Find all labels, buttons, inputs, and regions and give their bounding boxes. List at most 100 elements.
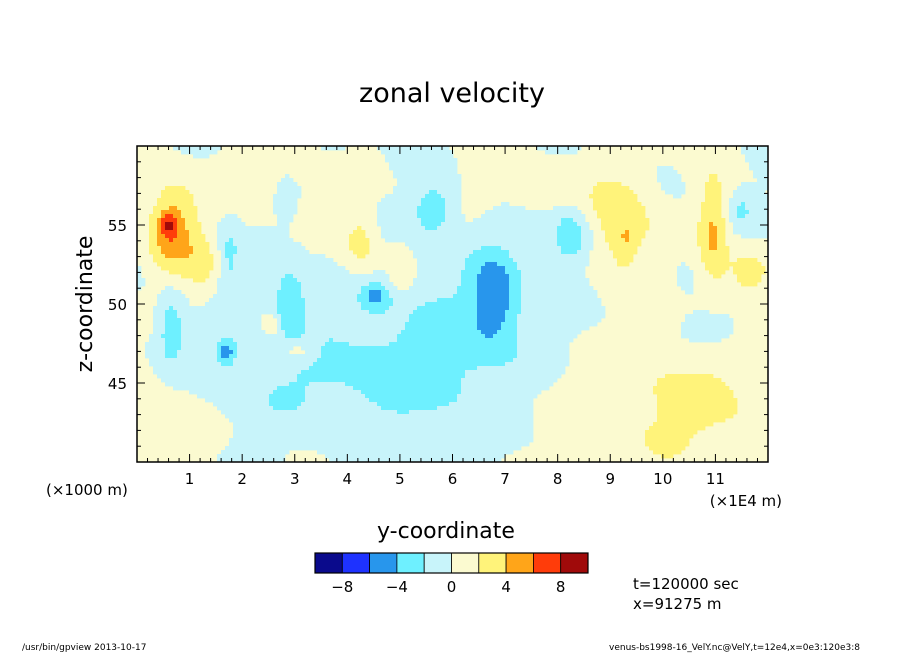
heatmap-cell <box>249 338 254 343</box>
heatmap-cell <box>177 202 182 207</box>
heatmap-cell <box>205 362 210 367</box>
heatmap-cell <box>289 190 294 195</box>
heatmap-cell <box>561 338 566 343</box>
heatmap-cell <box>765 202 769 207</box>
heatmap-cell <box>761 230 766 235</box>
heatmap-cell <box>541 258 546 263</box>
heatmap-cell <box>433 158 438 163</box>
heatmap-cell <box>221 278 226 283</box>
heatmap-cell <box>337 322 342 327</box>
heatmap-cell <box>397 298 402 303</box>
heatmap-cell <box>445 206 450 211</box>
heatmap-cell <box>249 346 254 351</box>
heatmap-cell <box>457 306 462 311</box>
heatmap-cell <box>301 330 306 335</box>
heatmap-cell <box>445 246 450 251</box>
heatmap-cell <box>413 226 418 231</box>
heatmap-cell <box>721 262 726 267</box>
heatmap-cell <box>409 358 414 363</box>
heatmap-cell <box>585 318 590 323</box>
heatmap-cell <box>405 170 410 175</box>
heatmap-cell <box>253 366 258 371</box>
heatmap-cell <box>485 362 490 367</box>
heatmap-cell <box>437 218 442 223</box>
heatmap-cell <box>457 286 462 291</box>
heatmap-cell <box>485 246 490 251</box>
heatmap-cell <box>513 354 518 359</box>
heatmap-cell <box>193 218 198 223</box>
heatmap-cell <box>645 218 650 223</box>
heatmap-cell <box>497 334 502 339</box>
heatmap-cell <box>569 150 574 155</box>
heatmap-cell <box>405 186 410 191</box>
heatmap-cell <box>201 314 206 319</box>
heatmap-cell <box>165 318 170 323</box>
heatmap-cell <box>753 258 758 263</box>
heatmap-cell <box>281 362 286 367</box>
heatmap-cell <box>717 214 722 219</box>
heatmap-cell <box>473 246 478 251</box>
heatmap-cell <box>405 226 410 231</box>
heatmap-cell <box>489 318 494 323</box>
heatmap-cell <box>561 150 566 155</box>
heatmap-cell <box>705 310 710 315</box>
heatmap-cell <box>173 346 178 351</box>
heatmap-cell <box>417 258 422 263</box>
heatmap-cell <box>213 310 218 315</box>
heatmap-cell <box>761 226 766 231</box>
heatmap-cell <box>529 222 534 227</box>
heatmap-cell <box>589 230 594 235</box>
heatmap-cell <box>729 210 734 215</box>
heatmap-cell <box>569 258 574 263</box>
heatmap-cell <box>449 346 454 351</box>
heatmap-cell <box>513 302 518 307</box>
heatmap-cell <box>701 330 706 335</box>
heatmap-cell <box>577 310 582 315</box>
heatmap-cell <box>325 326 330 331</box>
heatmap-cell <box>201 278 206 283</box>
heatmap-cell <box>309 294 314 299</box>
heatmap-cell <box>537 290 542 295</box>
heatmap-cell <box>213 294 218 299</box>
heatmap-cell <box>257 330 262 335</box>
heatmap-cell <box>221 306 226 311</box>
heatmap-cell <box>725 334 730 339</box>
heatmap-cell <box>709 250 714 255</box>
heatmap-cell <box>285 242 290 247</box>
heatmap-cell <box>305 294 310 299</box>
heatmap-cell <box>445 170 450 175</box>
heatmap-cell <box>381 334 386 339</box>
heatmap-cell <box>357 250 362 255</box>
heatmap-cell <box>165 346 170 351</box>
heatmap-cell <box>237 346 242 351</box>
heatmap-cell <box>361 298 366 303</box>
heatmap-cell <box>361 358 366 363</box>
heatmap-cell <box>357 330 362 335</box>
heatmap-cell <box>577 282 582 287</box>
heatmap-cell <box>581 258 586 263</box>
heatmap-cell <box>437 266 442 271</box>
heatmap-cell <box>173 218 178 223</box>
heatmap-cell <box>537 354 542 359</box>
heatmap-cell <box>169 206 174 211</box>
heatmap-cell <box>505 354 510 359</box>
heatmap-cell <box>633 234 638 239</box>
heatmap-cell <box>293 358 298 363</box>
heatmap-cell <box>341 338 346 343</box>
heatmap-cell <box>449 178 454 183</box>
heatmap-cell <box>453 358 458 363</box>
heatmap-cell <box>453 302 458 307</box>
heatmap-cell <box>437 294 442 299</box>
heatmap-cell <box>561 258 566 263</box>
heatmap-cell <box>237 230 242 235</box>
heatmap-cell <box>609 242 614 247</box>
heatmap-cell <box>321 290 326 295</box>
heatmap-cell <box>317 266 322 271</box>
heatmap-cell <box>577 250 582 255</box>
heatmap-cell <box>565 218 570 223</box>
heatmap-cell <box>765 206 769 211</box>
heatmap-cell <box>305 318 310 323</box>
heatmap-cell <box>305 250 310 255</box>
heatmap-cell <box>529 314 534 319</box>
heatmap-cell <box>301 278 306 283</box>
